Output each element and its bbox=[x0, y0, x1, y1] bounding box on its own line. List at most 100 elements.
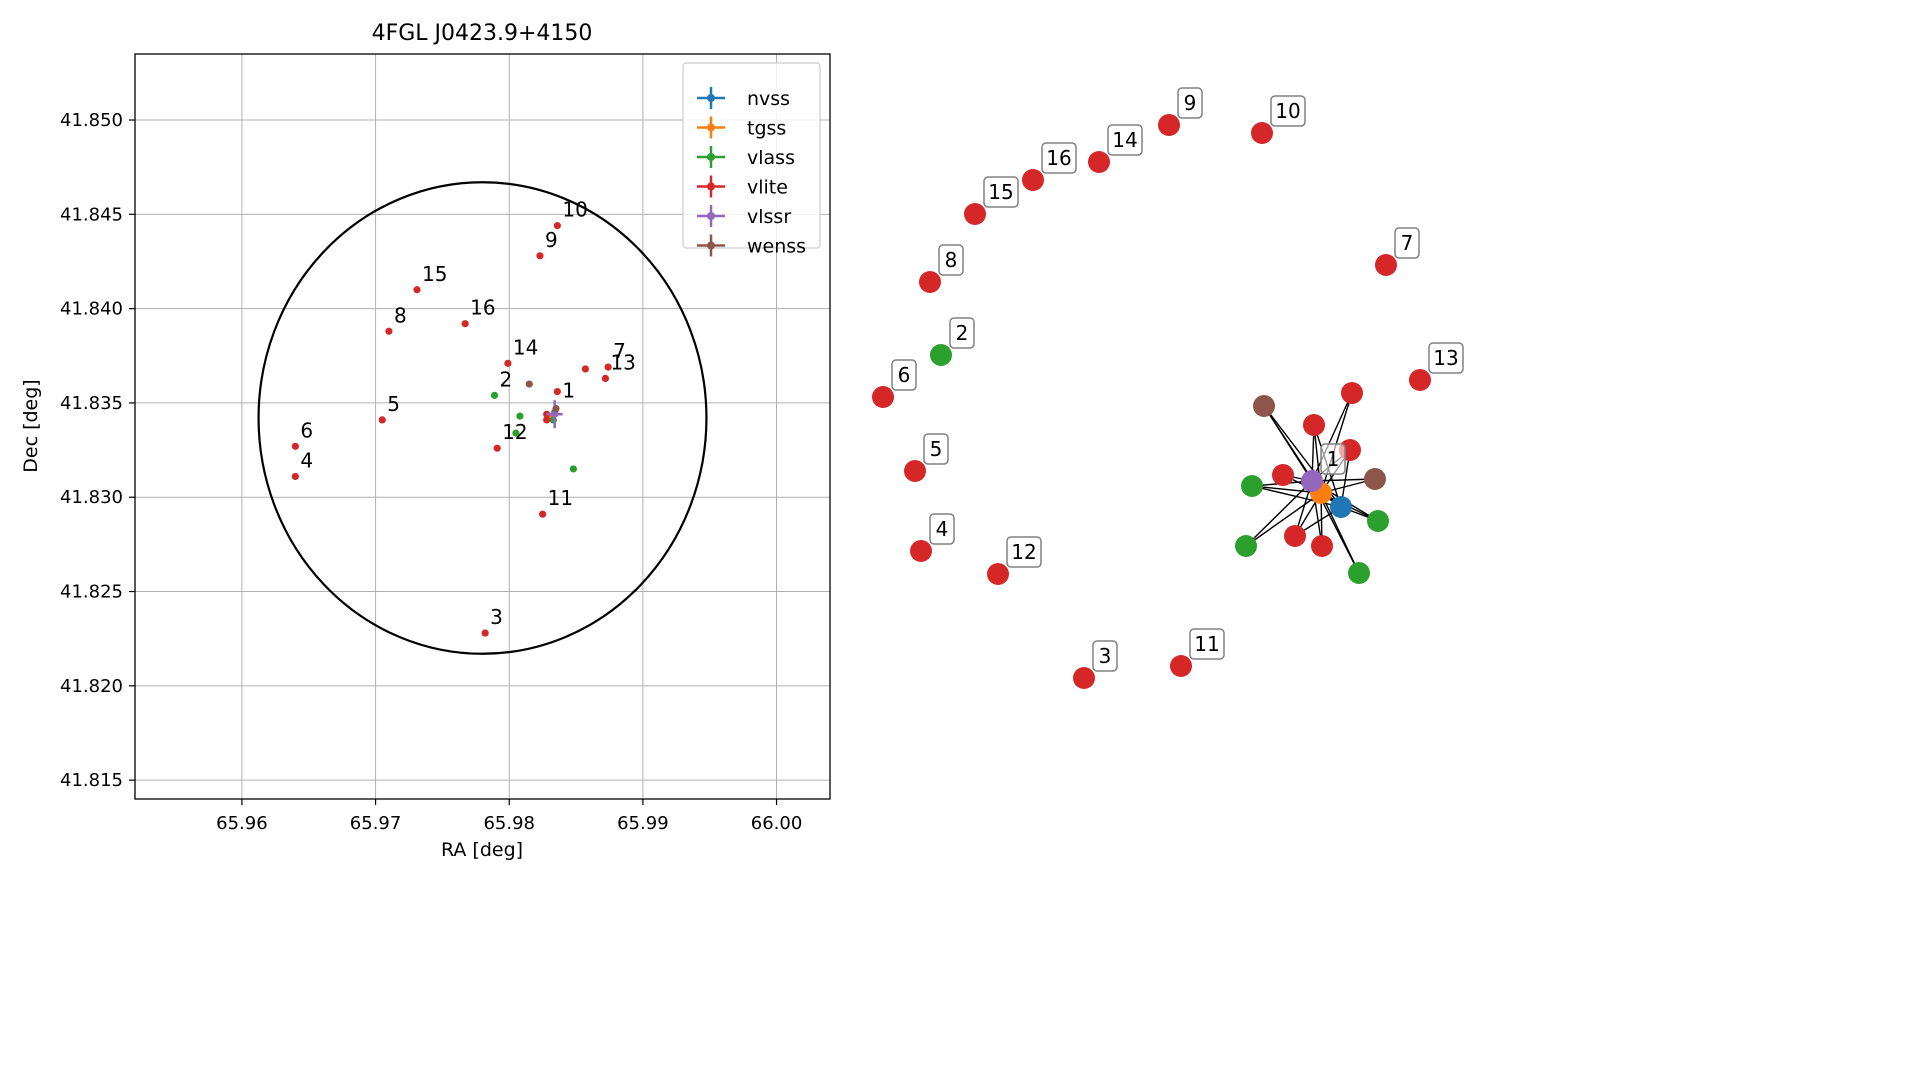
x-axis-label: RA [deg] bbox=[441, 839, 523, 861]
network-node-vlite-20 bbox=[1303, 414, 1325, 436]
vlite-marker-8 bbox=[553, 222, 561, 230]
y-tick-label-5: 41.840 bbox=[60, 299, 123, 320]
vlass-marker-1 bbox=[516, 412, 524, 420]
vlass-point-2 bbox=[512, 429, 520, 437]
network-node-vlite-7 bbox=[919, 271, 941, 293]
network-node-label-1: 1 bbox=[1320, 443, 1346, 475]
network-node-vlite-8 bbox=[964, 203, 986, 225]
point-label-4: 4 bbox=[300, 448, 313, 472]
network-node-label-box-15 bbox=[983, 176, 1019, 208]
vlite-point-2 bbox=[601, 374, 610, 383]
data-points bbox=[291, 222, 612, 637]
network-node-label-box-3 bbox=[1092, 640, 1118, 672]
network-node-label-box-5 bbox=[923, 433, 949, 465]
network-node-label-box-8 bbox=[938, 244, 964, 276]
network-node-label-text-8: 8 bbox=[945, 248, 958, 272]
network-node-label-box-2 bbox=[949, 317, 975, 349]
network-node-vlite-1 bbox=[1170, 655, 1192, 677]
point-label-13: 13 bbox=[610, 350, 635, 374]
vlite-marker-0 bbox=[553, 388, 561, 396]
network-node-label-box-13 bbox=[1428, 342, 1464, 374]
legend-swatch-dot-nvss bbox=[707, 94, 715, 102]
point-label-9: 9 bbox=[545, 228, 558, 252]
legend-swatch-dot-vlssr bbox=[707, 212, 715, 220]
network-node-vlite-12 bbox=[1251, 122, 1273, 144]
point-label-8: 8 bbox=[394, 303, 407, 327]
legend-swatch-dot-vlite bbox=[707, 182, 715, 191]
wenss-point-1 bbox=[552, 404, 560, 413]
network-node-label-4: 4 bbox=[929, 513, 955, 545]
x-tick-label-4: 66.00 bbox=[751, 813, 803, 834]
point-label-2: 2 bbox=[500, 367, 513, 391]
vlite-point-0 bbox=[553, 388, 561, 396]
search-circle bbox=[257, 181, 708, 655]
vlite-marker-4 bbox=[543, 410, 551, 418]
point-label-10: 10 bbox=[562, 198, 587, 222]
network-edge-b-27 bbox=[1245, 492, 1322, 547]
network-node-label-box-12 bbox=[1006, 536, 1042, 568]
point-label-1: 1 bbox=[562, 379, 575, 403]
vlite-point-5 bbox=[543, 416, 551, 424]
wenss-point-0 bbox=[525, 380, 533, 388]
x-tick-label-3: 65.99 bbox=[617, 813, 669, 834]
network-node-vlite-9 bbox=[1022, 169, 1044, 191]
network-nodes bbox=[872, 114, 1431, 689]
legend: nvss tgss vlass vlite vlssr wenss bbox=[682, 62, 821, 258]
network-node-label-text-15: 15 bbox=[988, 180, 1013, 204]
network-node-vlite-4 bbox=[904, 460, 926, 482]
network-node-vlite-3 bbox=[910, 540, 932, 562]
vlite-marker-3 bbox=[604, 363, 612, 371]
network-node-label-15: 15 bbox=[983, 176, 1019, 208]
network-node-label-12: 12 bbox=[1006, 536, 1042, 568]
point-label-7: 7 bbox=[613, 339, 626, 363]
vlssr-marker-0 bbox=[551, 410, 559, 418]
wenss-marker-1 bbox=[552, 404, 560, 413]
vlass-marker-2 bbox=[512, 429, 520, 437]
point-label-16: 16 bbox=[470, 296, 495, 320]
vlite-point-4 bbox=[543, 410, 551, 418]
vlass-marker-4 bbox=[569, 465, 577, 473]
network-edge-27 bbox=[1245, 480, 1313, 547]
legend-item-vlite: vlite bbox=[697, 175, 788, 199]
network-node-label-text-4: 4 bbox=[936, 517, 949, 541]
point-label-12: 12 bbox=[502, 420, 527, 444]
point-label-15: 15 bbox=[422, 262, 447, 286]
network-node-label-box-16 bbox=[1041, 142, 1077, 174]
network-node-label-text-11: 11 bbox=[1194, 632, 1219, 656]
vlite-marker-1 bbox=[581, 365, 590, 373]
network-node-label-text-13: 13 bbox=[1433, 346, 1458, 370]
vlite-point-6 bbox=[504, 359, 512, 367]
legend-label-vlssr: vlssr bbox=[747, 206, 791, 228]
network-node-label-16: 16 bbox=[1041, 142, 1077, 174]
network-node-label-9: 9 bbox=[1177, 87, 1203, 119]
network-node-label-text-6: 6 bbox=[898, 363, 911, 387]
legend-item-vlssr: vlssr bbox=[697, 205, 791, 228]
network-node-nvss-17 bbox=[1330, 496, 1352, 518]
vlssr-point-0 bbox=[546, 400, 563, 429]
vlite-marker-15 bbox=[493, 444, 501, 452]
network-node-vlass-6 bbox=[930, 344, 952, 366]
vlite-marker-16 bbox=[539, 510, 547, 518]
vlite-marker-17 bbox=[481, 629, 489, 637]
legend-swatch-dot-tgss bbox=[707, 123, 715, 132]
network-node-label-text-5: 5 bbox=[930, 437, 943, 461]
network-node-label-box-4 bbox=[929, 513, 955, 545]
network-node-label-text-3: 3 bbox=[1099, 644, 1112, 668]
network-node-vlass-26 bbox=[1241, 475, 1263, 497]
network-node-vlite-14 bbox=[1409, 369, 1431, 391]
network-node-label-3: 3 bbox=[1092, 640, 1118, 672]
network-node-label-text-14: 14 bbox=[1112, 128, 1137, 152]
network-node-label-13: 13 bbox=[1428, 342, 1464, 374]
vlass-marker-0 bbox=[490, 391, 499, 399]
vlite-marker-7 bbox=[536, 252, 544, 260]
vlite-marker-11 bbox=[385, 327, 393, 335]
network-node-vlssr-15 bbox=[1301, 470, 1323, 492]
network-node-label-text-7: 7 bbox=[1401, 231, 1414, 255]
network-node-label-box-14 bbox=[1107, 124, 1143, 156]
network-node-label-11: 11 bbox=[1189, 628, 1225, 660]
y-tick-label-6: 41.845 bbox=[60, 204, 123, 225]
vlass-point-4 bbox=[569, 465, 577, 473]
point-label-6: 6 bbox=[300, 418, 313, 442]
network-node-label-text-10: 10 bbox=[1275, 99, 1300, 123]
network-node-label-box-11 bbox=[1189, 628, 1225, 660]
